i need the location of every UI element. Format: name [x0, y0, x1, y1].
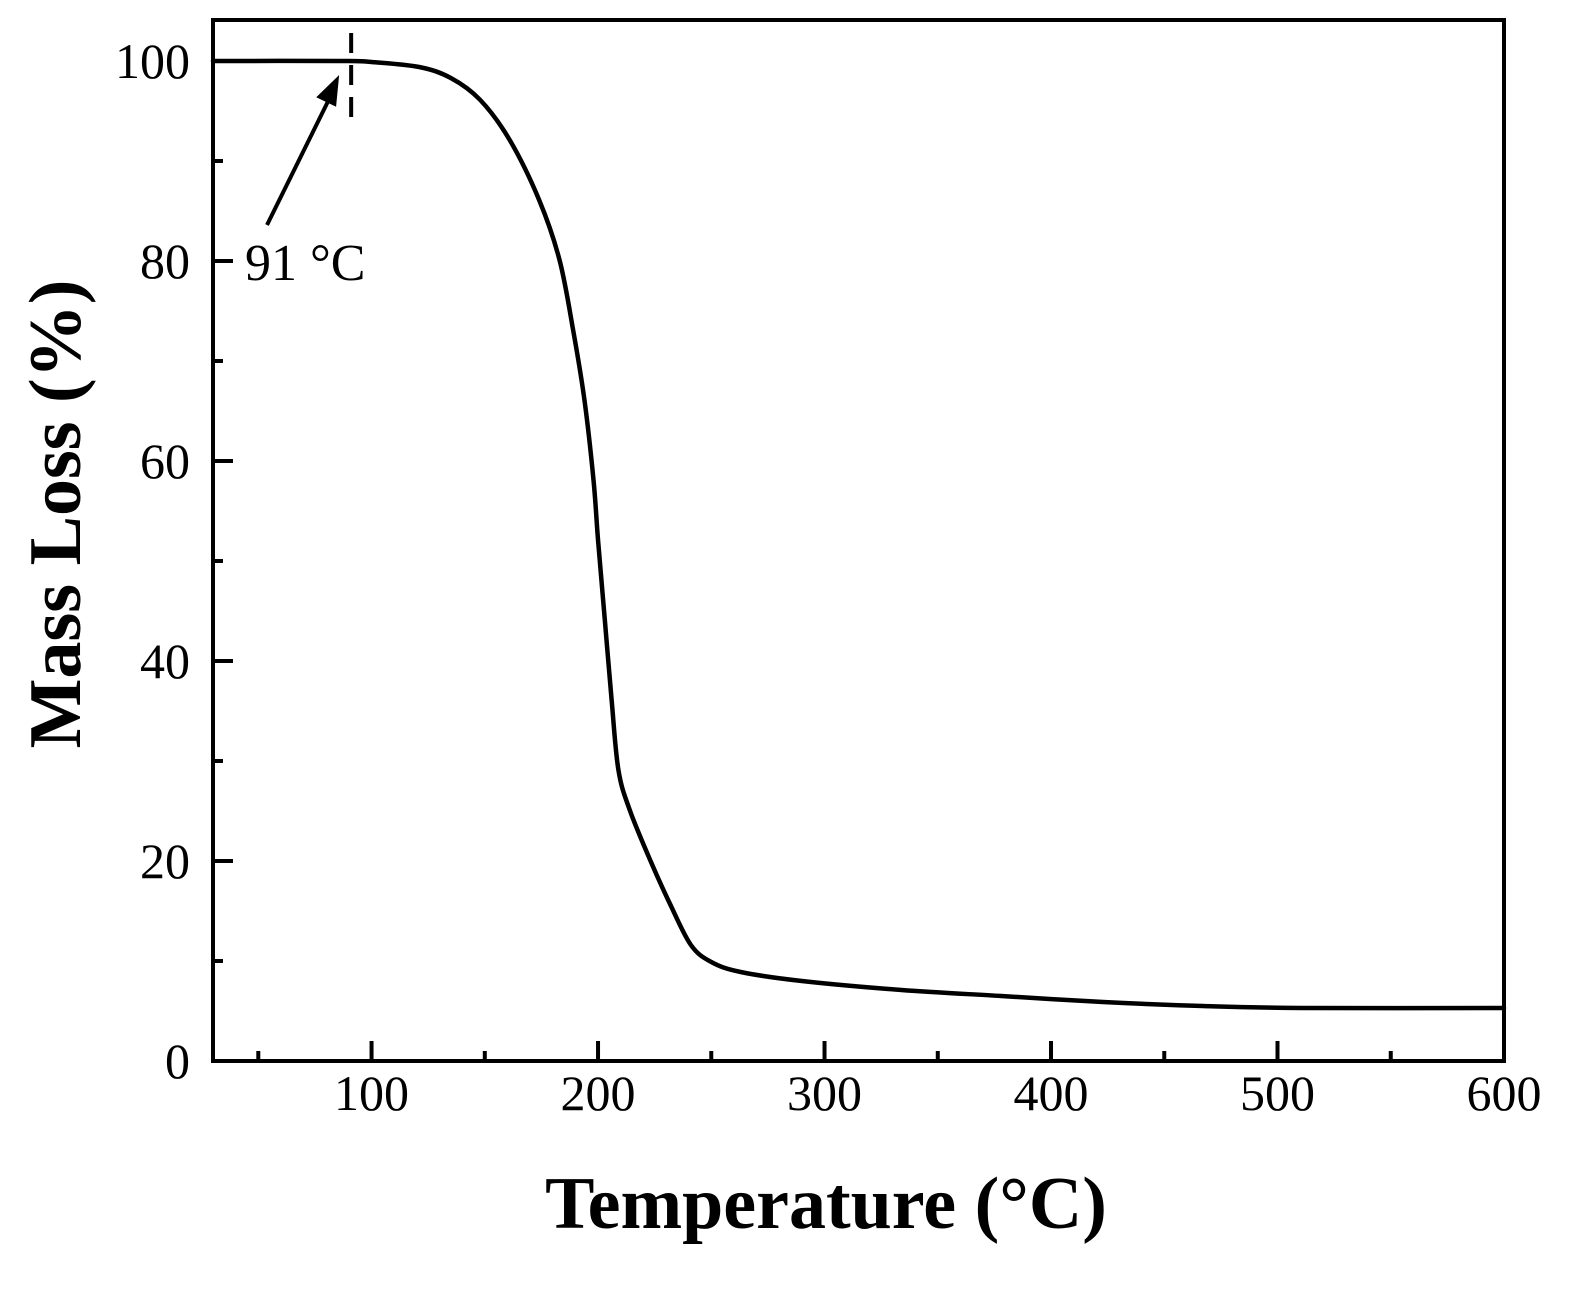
onset-annotation: 91 °C — [245, 33, 365, 292]
tga-curve — [210, 58, 1507, 1011]
y-tick-label: 20 — [140, 833, 190, 889]
x-tick-label: 500 — [1240, 1065, 1315, 1121]
y-tick-label: 0 — [165, 1033, 190, 1089]
y-tick-label: 80 — [140, 233, 190, 289]
y-axis-ticks — [213, 59, 233, 1063]
onset-label: 91 °C — [245, 235, 365, 292]
x-axis-tick-labels: 100 200 300 400 500 600 — [334, 1065, 1541, 1121]
x-axis-ticks — [256, 1041, 1506, 1061]
y-axis-title: Mass Loss (%) — [15, 280, 97, 749]
plot-frame — [211, 18, 1506, 1063]
x-tick-label: 200 — [561, 1065, 636, 1121]
y-tick-label: 40 — [140, 633, 190, 689]
y-axis-tick-labels: 0 20 40 60 80 100 — [115, 33, 190, 1089]
x-tick-label: 100 — [334, 1065, 409, 1121]
x-tick-label: 600 — [1467, 1065, 1542, 1121]
y-tick-label: 60 — [140, 433, 190, 489]
y-tick-label: 100 — [115, 33, 190, 89]
arrow-icon — [265, 94, 333, 226]
arrowhead-icon — [316, 75, 340, 107]
x-tick-label: 400 — [1014, 1065, 1089, 1121]
x-axis-title: Temperature (°C) — [545, 1163, 1107, 1245]
x-tick-label: 300 — [787, 1065, 862, 1121]
